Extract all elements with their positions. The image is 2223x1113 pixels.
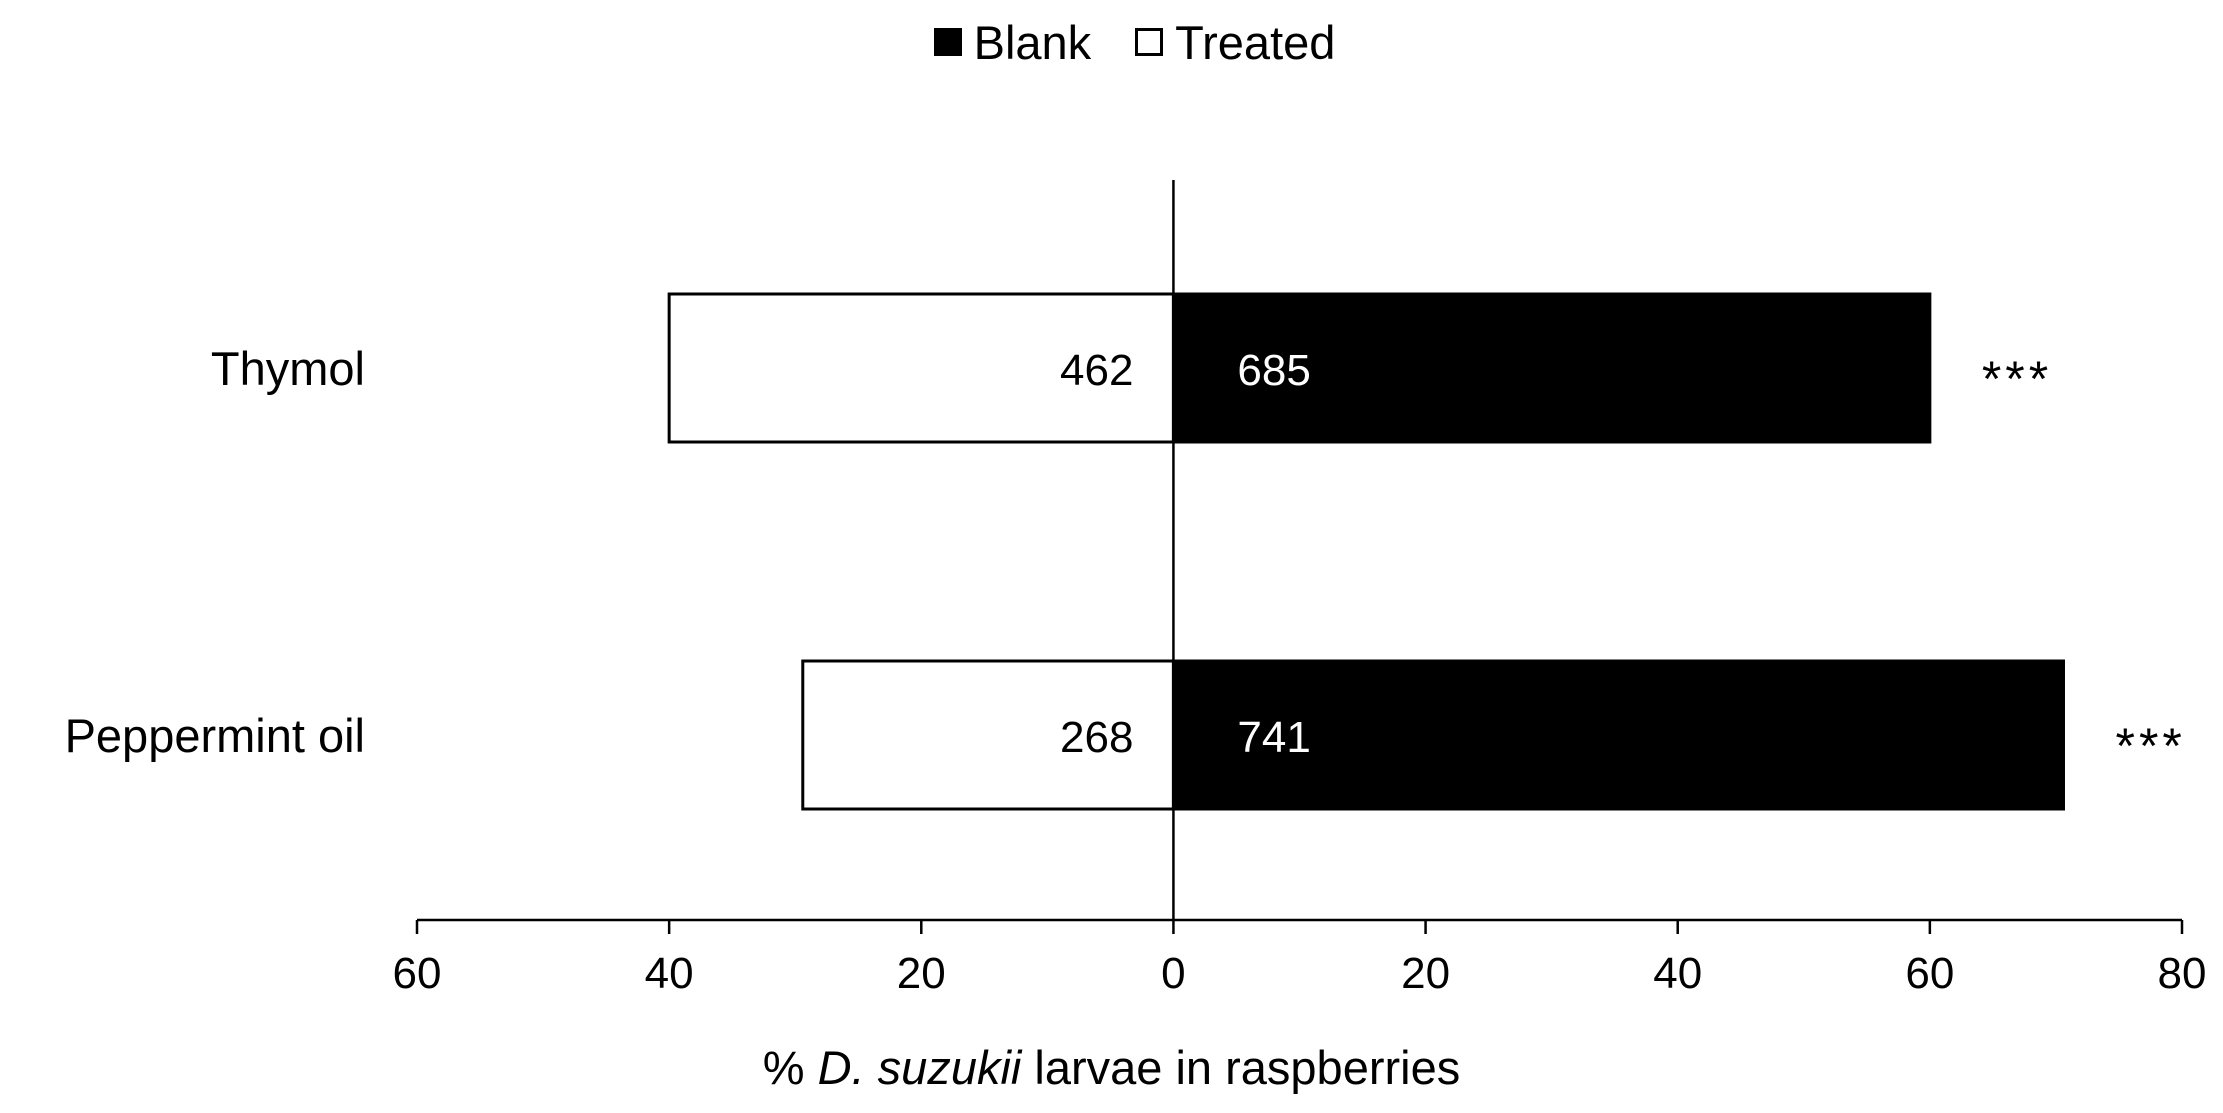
data-label-treated-0: 462 [1060,346,1133,395]
significance-label-1: *** [2115,718,2185,774]
legend-item-blank: Blank [933,15,1092,70]
x-tick-label-4: 20 [1401,949,1450,998]
x-axis-title: % D. suzukii larvae in raspberries [0,1040,2223,1095]
data-label-blank-1: 741 [1237,713,1310,762]
bar-blank-1 [1171,659,2065,811]
category-label-0: Thymol [211,342,365,395]
legend-swatch-treated [1135,28,1164,56]
x-tick-label-5: 40 [1653,949,1702,998]
legend-label-blank: Blank [973,15,1092,69]
x-tick-label-7: 80 [2158,949,2207,998]
legend-label-treated: Treated [1175,15,1336,69]
x-axis-title-suffix: larvae in raspberries [1021,1041,1461,1094]
significance-label-0: *** [1982,351,2052,407]
x-tick-label-0: 60 [393,949,442,998]
bar-treated-1 [801,659,1175,811]
bar-blank-0 [1171,292,1932,444]
x-tick-label-1: 40 [645,949,694,998]
x-tick-label-2: 20 [897,949,946,998]
legend: Blank Treated [0,12,2223,72]
x-axis-title-prefix: % [762,1041,818,1094]
category-label-1: Peppermint oil [65,709,365,762]
x-axis-title-species: D. suzukii [817,1041,1022,1094]
legend-item-treated: Treated [1135,15,1335,70]
data-label-blank-0: 685 [1237,346,1310,395]
x-tick-label-6: 60 [1905,949,1954,998]
data-label-treated-1: 268 [1060,713,1133,762]
x-tick-label-3: 0 [1161,949,1185,998]
legend-swatch-blank [933,28,962,56]
